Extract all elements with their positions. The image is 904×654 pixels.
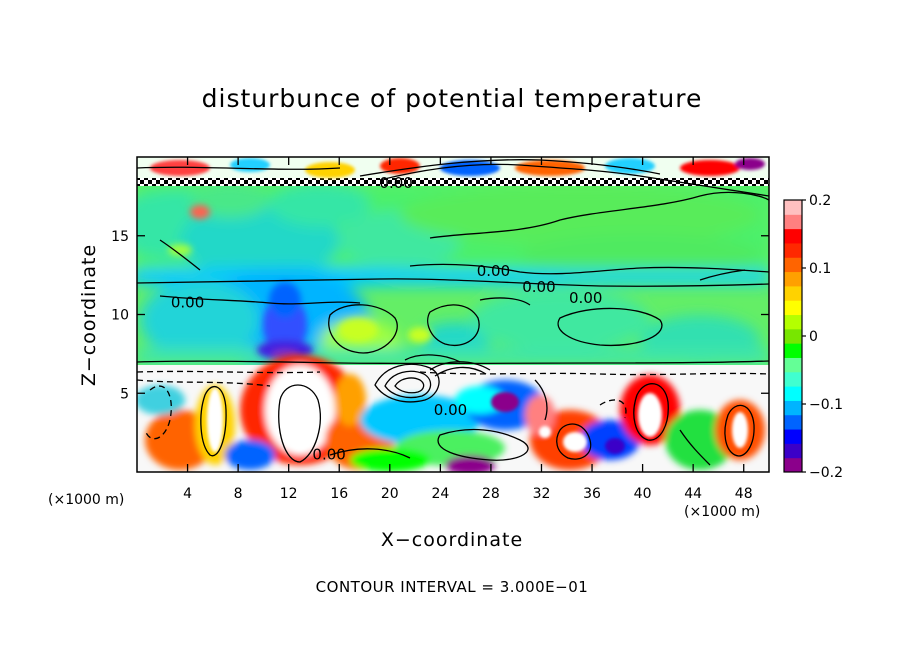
y-tick-label: 5 (120, 386, 129, 402)
colorbar-swatch (784, 328, 802, 344)
contour-interval-label: CONTOUR INTERVAL = 3.000E−01 (315, 578, 589, 596)
colorbar-tick-label: 0.1 (809, 261, 831, 277)
x-tick-label: 36 (583, 486, 601, 502)
colorbar-swatch (784, 271, 802, 287)
x-tick-label: 48 (735, 486, 753, 502)
colorbar-swatch (784, 200, 802, 215)
contour-label: 0.00 (477, 262, 510, 280)
colorbar-swatch (784, 443, 802, 459)
colorbar-swatch (784, 285, 802, 301)
contour-label-group: 0.00 0.00 0.00 0.00 0.00 0.00 0.00 (171, 174, 603, 464)
x-unit-label: (×1000 m) (684, 504, 760, 520)
contour-label: 0.00 (569, 289, 602, 307)
x-tick-label: 40 (634, 486, 652, 502)
colorbar-swatch (784, 371, 802, 387)
colorbar-swatch (784, 214, 802, 230)
contour-label: 0.00 (312, 446, 345, 464)
colorbar-swatch (784, 228, 802, 244)
y-axis-title: Z−coordinate (78, 244, 100, 386)
x-tick-label: 32 (533, 486, 551, 502)
colorbar-swatch (784, 300, 802, 316)
x-axis-title: X−coordinate (381, 529, 523, 551)
colorbar-swatch (784, 457, 802, 473)
colorbar: 0.2 0.1 0 −0.1 −0.2 (783, 193, 843, 481)
contour-label: 0.00 (379, 174, 412, 192)
contour-label: 0.00 (171, 294, 204, 312)
colorbar-swatch (784, 429, 802, 444)
colorbar-swatch (784, 357, 802, 373)
x-axis: 4 8 12 16 20 24 28 32 36 40 44 48 (183, 157, 753, 502)
y-axis: 5 10 15 (111, 229, 769, 402)
x-tick-label: 8 (234, 486, 243, 502)
contour-label: 0.00 (434, 401, 467, 419)
colorbar-tick-label: 0 (809, 329, 818, 345)
colorbar-swatch (784, 414, 802, 430)
colorbar-swatch (784, 386, 802, 401)
colorbar-swatch (784, 242, 802, 258)
contour-label: 0.00 (522, 278, 555, 296)
colorbar-swatch (784, 257, 802, 273)
y-unit-label: (×1000 m) (48, 492, 124, 508)
x-tick-label: 4 (183, 486, 192, 502)
colorbar-swatch (784, 400, 802, 416)
y-tick-label: 15 (111, 229, 129, 245)
x-tick-label: 44 (684, 486, 702, 502)
colorbar-tick-label: −0.2 (809, 465, 843, 481)
x-tick-label: 24 (431, 486, 449, 502)
x-tick-label: 20 (381, 486, 399, 502)
colorbar-tick-label: −0.1 (809, 397, 843, 413)
colorbar-swatch (784, 314, 802, 330)
colorbar-tick-label: 0.2 (809, 193, 831, 209)
y-tick-label: 10 (111, 308, 129, 324)
x-tick-label: 16 (330, 486, 348, 502)
chart-title: disturbunce of potential temperature (201, 84, 703, 113)
x-tick-label: 28 (482, 486, 500, 502)
x-tick-label: 12 (280, 486, 298, 502)
heatmap-field (137, 157, 769, 472)
colorbar-swatch (784, 343, 802, 358)
contour-lines (137, 159, 769, 466)
